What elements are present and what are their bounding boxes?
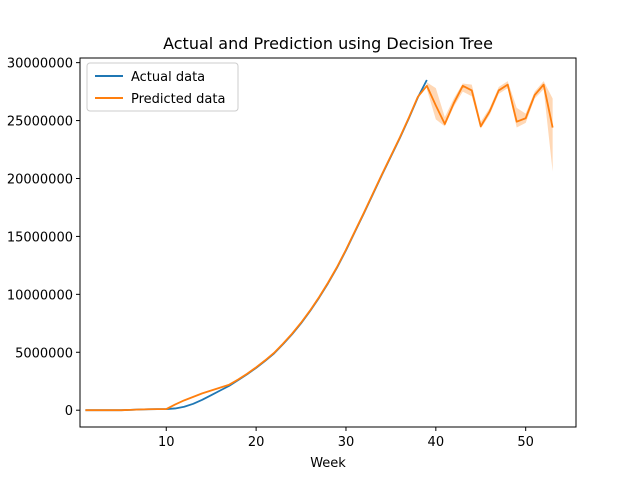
y-tick-label: 10000000 xyxy=(7,288,73,303)
legend: Actual data Predicted data xyxy=(86,62,239,112)
x-tick-label: 20 xyxy=(248,435,265,450)
x-tick-label: 50 xyxy=(517,435,534,450)
y-axis: 0 5000000 10000000 15000000 20000000 25000000… xyxy=(7,57,80,419)
predicted-data-line xyxy=(85,83,554,412)
y-tick-label: 5000000 xyxy=(15,346,73,361)
y-tick-label: 0 xyxy=(65,404,73,419)
x-axis-label: Week xyxy=(310,456,346,471)
y-tick-label: 25000000 xyxy=(7,115,73,130)
y-tick-label: 30000000 xyxy=(7,57,73,72)
legend-frame xyxy=(86,62,239,112)
x-axis: 10 20 30 40 50 xyxy=(158,427,534,450)
y-tick-label: 15000000 xyxy=(7,230,73,245)
x-tick-label: 30 xyxy=(338,435,355,450)
prediction-confidence-band xyxy=(426,81,553,172)
x-tick-label: 40 xyxy=(428,435,445,450)
legend-label-actual: Actual data xyxy=(131,70,205,85)
x-tick-label: 10 xyxy=(158,435,175,450)
plot-area xyxy=(85,79,554,412)
legend-label-predicted: Predicted data xyxy=(131,92,225,107)
actual-data-line xyxy=(85,79,428,412)
axes-frame xyxy=(79,57,577,428)
y-tick-label: 20000000 xyxy=(7,172,73,187)
chart-title: Actual and Prediction using Decision Tre… xyxy=(163,34,493,53)
